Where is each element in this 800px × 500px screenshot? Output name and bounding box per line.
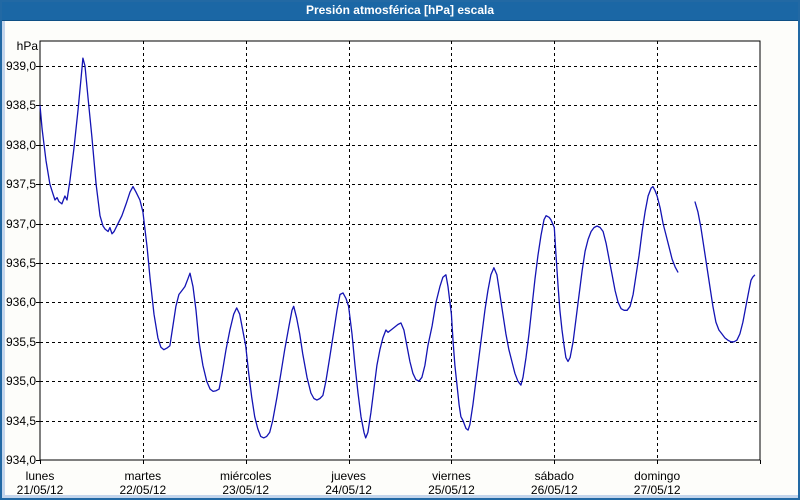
y-tick-label: 934,0 [5,453,36,467]
x-day-label: sábado 26/05/12 [506,469,602,497]
x-day-label: lunes 21/05/12 [0,469,88,497]
y-tick-label: 935,0 [5,374,36,389]
day-name: domingo [634,469,681,483]
day-date: 25/05/12 [428,483,475,497]
y-tick-label: 936,0 [5,295,36,310]
day-name: viernes [432,469,471,483]
y-tick-label: 937,5 [5,177,36,192]
y-tick-label: 939,0 [5,59,36,73]
day-date: 21/05/12 [16,483,64,497]
day-name: lunes [25,469,55,483]
y-tick-label: 938,0 [5,137,36,152]
x-day-label: viernes 25/05/12 [403,469,499,497]
page-title: Presión atmosférica [hPa] escala [305,3,495,17]
day-date: 22/05/12 [119,483,167,497]
x-day-label: domingo 27/05/12 [609,469,705,497]
pressure-line [694,201,756,343]
pressure-line [39,57,679,439]
day-date: 24/05/12 [325,483,372,497]
x-day-label: martes 22/05/12 [95,469,191,497]
y-tick-label: 937,0 [5,216,36,231]
day-date: 23/05/12 [222,483,270,497]
x-day-label: jueves 24/05/12 [301,469,397,497]
y-tick-label: 938,5 [5,98,36,113]
day-name: jueves [331,469,366,483]
day-date: 27/05/12 [633,483,681,497]
y-axis-unit-label: hPa [16,39,38,53]
day-date: 26/05/12 [530,483,578,497]
day-name: martes [124,469,162,483]
x-day-label: miércoles 23/05/12 [198,469,294,497]
y-tick-label: 935,5 [5,334,36,349]
day-name: miércoles [220,469,272,483]
window-title-bar[interactable]: Presión atmosférica [hPa] escala [0,0,800,21]
y-tick-label: 936,5 [5,256,36,270]
day-name: sábado [534,469,574,483]
y-tick-label: 934,5 [5,413,36,428]
